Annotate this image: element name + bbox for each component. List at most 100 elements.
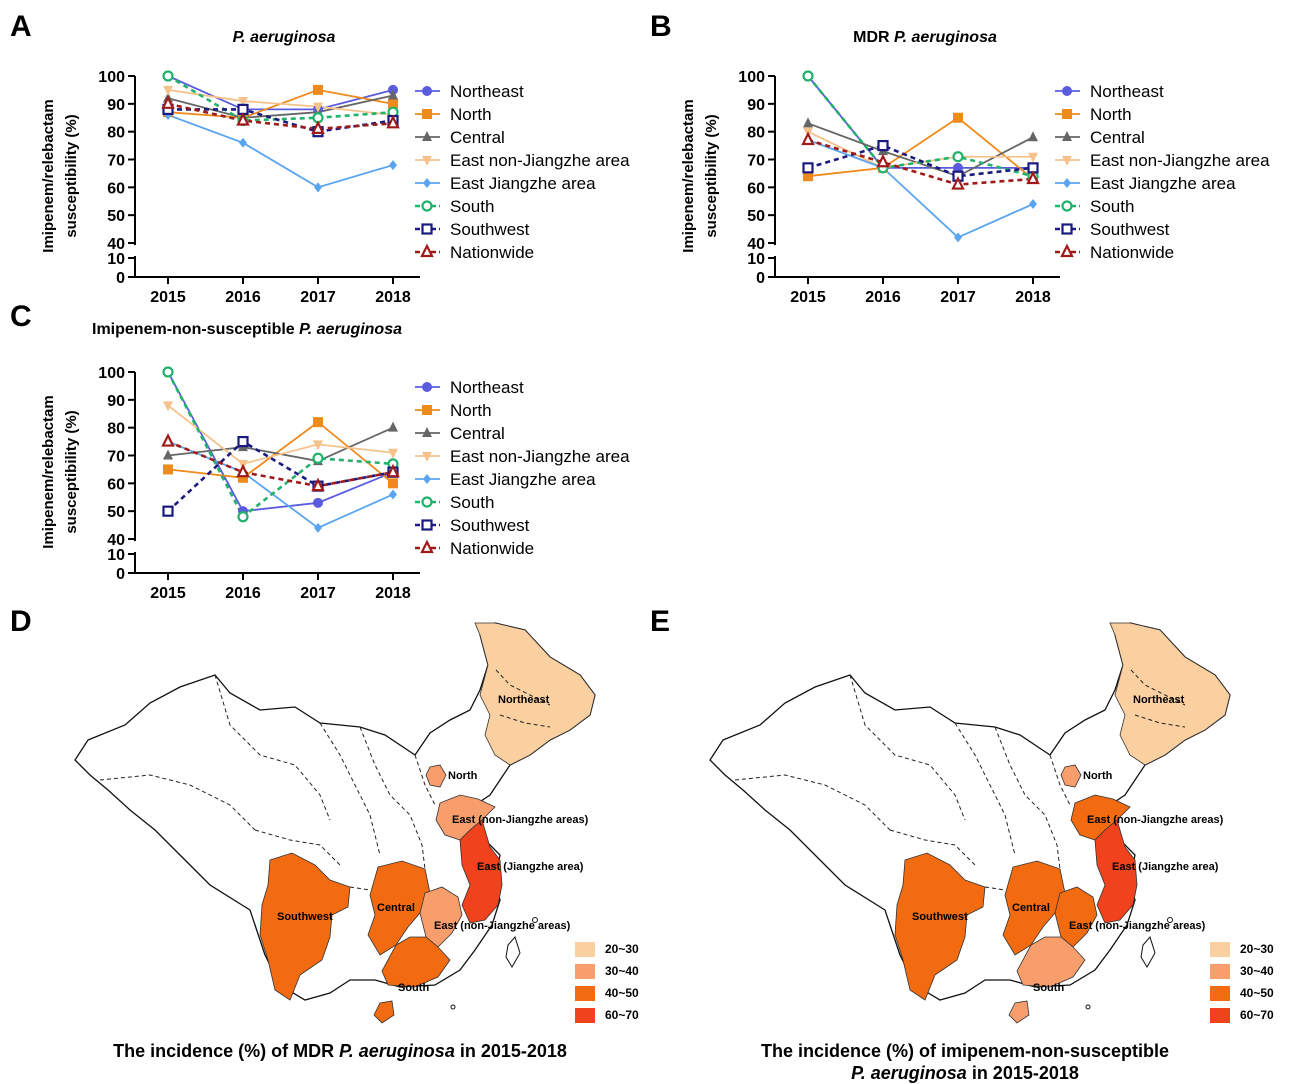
- region-label: Northeast: [498, 694, 550, 706]
- data-point: [239, 137, 247, 148]
- province-border: [1049, 754, 1071, 806]
- y-tick-label: 80: [107, 421, 125, 438]
- panel-letter-d: D: [10, 605, 32, 638]
- scale-swatch: [1210, 985, 1230, 1001]
- chart-title: MDR P. aeruginosa: [853, 29, 997, 46]
- map-imipenem: Northeast North East (non-Jiangzhe areas) E…: [665, 615, 1285, 1055]
- data-point: [388, 421, 398, 432]
- region-southwest: [894, 852, 986, 1001]
- map-mdr: Northeast North East (non-Jiangzhe areas) E…: [30, 615, 650, 1055]
- scale-label: 60~70: [605, 1008, 639, 1022]
- map-imipenem-caption-line1: The incidence (%) of imipenem-non-suscep…: [760, 1041, 1170, 1061]
- island: [1140, 935, 1156, 968]
- data-point: [877, 139, 889, 152]
- province-border: [254, 829, 341, 866]
- series-line: [167, 420, 394, 485]
- data-point: [422, 427, 432, 437]
- data-point: [238, 97, 248, 108]
- data-point: [236, 463, 250, 478]
- island: [505, 935, 521, 968]
- legend-label: East non-Jiangzhe area: [450, 447, 630, 466]
- map-mdr-caption-tail: in 2015-2018: [454, 1041, 567, 1061]
- map-mdr-caption-italic: P. aeruginosa: [339, 1041, 455, 1061]
- province-border: [319, 722, 381, 856]
- data-point: [422, 382, 432, 392]
- y-tick-label: 80: [107, 125, 125, 142]
- series-line: [167, 371, 394, 513]
- region-south: [1008, 1000, 1030, 1024]
- map-imipenem-caption-italic: P. aeruginosa: [851, 1063, 967, 1083]
- scale-item: 40~50: [1210, 982, 1274, 1004]
- chart-panel: MDR P. aeruginosa Imipenem/relebactam susc…: [680, 29, 1270, 306]
- panel-letter-c: C: [10, 300, 32, 333]
- y-tick-label: 90: [107, 97, 125, 114]
- province-border: [349, 886, 371, 891]
- x-tick-label: 2017: [940, 289, 976, 306]
- series-line: [167, 404, 394, 465]
- region-east2: [1054, 886, 1098, 948]
- region-label: North: [1083, 770, 1113, 782]
- y-tick-label: 70: [747, 153, 765, 170]
- region-label: Central: [1012, 902, 1050, 914]
- y-axis-label: susceptibility (%): [703, 114, 720, 237]
- data-point: [1029, 199, 1037, 210]
- legend-label: Nationwide: [450, 243, 534, 262]
- region-central: [367, 860, 431, 956]
- legend-label: South: [1090, 197, 1134, 216]
- scale-item: 60~70: [1210, 1004, 1274, 1026]
- data-point: [388, 448, 398, 459]
- y-tick-label: 90: [747, 97, 765, 114]
- y-tick-label: 10: [747, 251, 765, 268]
- series-line: [167, 89, 394, 116]
- data-point: [163, 464, 173, 475]
- y-tick-label: 60: [107, 476, 125, 493]
- series-line: [167, 102, 394, 131]
- legend-label: East Jiangzhe area: [1090, 174, 1236, 193]
- region-label: North: [448, 770, 478, 782]
- china-map-svg: Northeast North East (non-Jiangzhe areas) E…: [709, 622, 1231, 1024]
- data-point: [1062, 131, 1072, 141]
- data-point: [236, 112, 250, 126]
- data-point: [802, 162, 814, 174]
- data-point: [313, 440, 323, 451]
- data-point: [803, 171, 813, 182]
- data-point: [313, 84, 323, 95]
- chart-title: Imipenem-non-susceptible P. aeruginosa: [92, 321, 402, 338]
- data-point: [388, 98, 398, 109]
- y-tick-label: 10: [107, 251, 125, 268]
- region-label: South: [398, 982, 429, 994]
- data-point: [1062, 156, 1072, 166]
- region-label: East (Jiangzhe area): [1112, 861, 1219, 873]
- data-point: [422, 131, 432, 141]
- data-point: [313, 497, 323, 508]
- scale-swatch: [575, 963, 595, 979]
- series-line: [167, 440, 394, 488]
- island: [450, 1004, 456, 1010]
- data-point: [952, 151, 964, 163]
- scale-item: 30~40: [1210, 960, 1274, 982]
- data-point: [954, 232, 962, 243]
- data-point: [423, 178, 431, 188]
- x-tick-label: 2015: [150, 289, 186, 306]
- region-label: Southwest: [912, 911, 968, 923]
- x-tick-label: 2017: [300, 585, 336, 600]
- region-east2: [419, 886, 463, 948]
- data-point: [802, 70, 814, 82]
- province-border: [499, 714, 551, 728]
- data-point: [314, 522, 322, 533]
- legend-label: North: [1090, 105, 1132, 124]
- scale-swatch: [1210, 941, 1230, 957]
- legend-label: South: [450, 197, 494, 216]
- series-line: [807, 75, 1033, 169]
- province-border: [1134, 714, 1186, 728]
- data-point: [161, 95, 175, 109]
- panel-letter-e: E: [650, 605, 671, 638]
- data-point: [161, 433, 175, 447]
- x-tick-label: 2016: [225, 585, 261, 600]
- scale-label: 40~50: [1240, 986, 1274, 1000]
- data-point: [422, 156, 432, 166]
- y-axis-label: Imipenem/relebactam: [40, 395, 57, 548]
- data-point: [163, 85, 173, 96]
- data-point: [422, 452, 432, 462]
- scale-swatch: [575, 1007, 595, 1023]
